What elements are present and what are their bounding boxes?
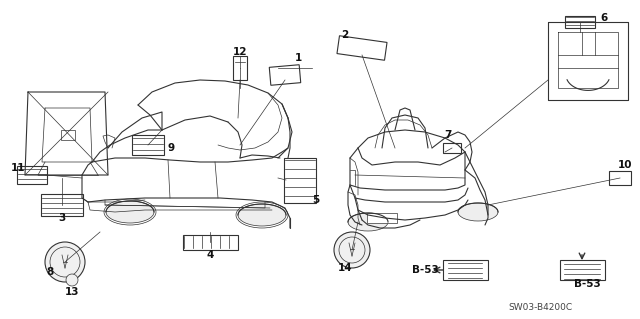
Text: 8: 8 [46, 267, 54, 277]
Bar [367, 213, 397, 223]
Bar [559, 260, 605, 280]
Bar [284, 158, 316, 203]
Text: SW03-B4200C: SW03-B4200C [508, 303, 572, 313]
Text: B-53: B-53 [412, 265, 438, 275]
Ellipse shape [458, 203, 498, 221]
Text: 7: 7 [444, 130, 452, 140]
Text: 12: 12 [233, 47, 247, 57]
Bar [337, 36, 387, 60]
Text: 3: 3 [58, 213, 66, 223]
Bar [609, 171, 631, 185]
Text: 4: 4 [206, 250, 214, 260]
Ellipse shape [50, 247, 80, 277]
Text: 2: 2 [341, 30, 349, 40]
Bar [233, 56, 247, 80]
Text: 13: 13 [65, 287, 79, 297]
Bar [443, 143, 461, 153]
Ellipse shape [106, 201, 154, 223]
Text: 9: 9 [168, 143, 175, 153]
Text: 1: 1 [294, 53, 301, 63]
Ellipse shape [238, 204, 286, 226]
Ellipse shape [334, 232, 370, 268]
Bar [41, 194, 83, 216]
Text: 5: 5 [312, 195, 319, 205]
Text: 11: 11 [11, 163, 25, 173]
Bar [132, 135, 164, 155]
Ellipse shape [339, 237, 365, 263]
Bar [17, 166, 47, 184]
Bar [61, 130, 75, 140]
Text: 6: 6 [600, 13, 607, 23]
Text: B-53: B-53 [573, 279, 600, 289]
Ellipse shape [66, 274, 78, 286]
Bar [269, 65, 301, 85]
Bar [182, 234, 237, 249]
Ellipse shape [348, 213, 388, 231]
Bar [442, 260, 488, 280]
Ellipse shape [45, 242, 85, 282]
Text: 14: 14 [338, 263, 352, 273]
Text: 10: 10 [618, 160, 632, 170]
Bar [565, 16, 595, 28]
